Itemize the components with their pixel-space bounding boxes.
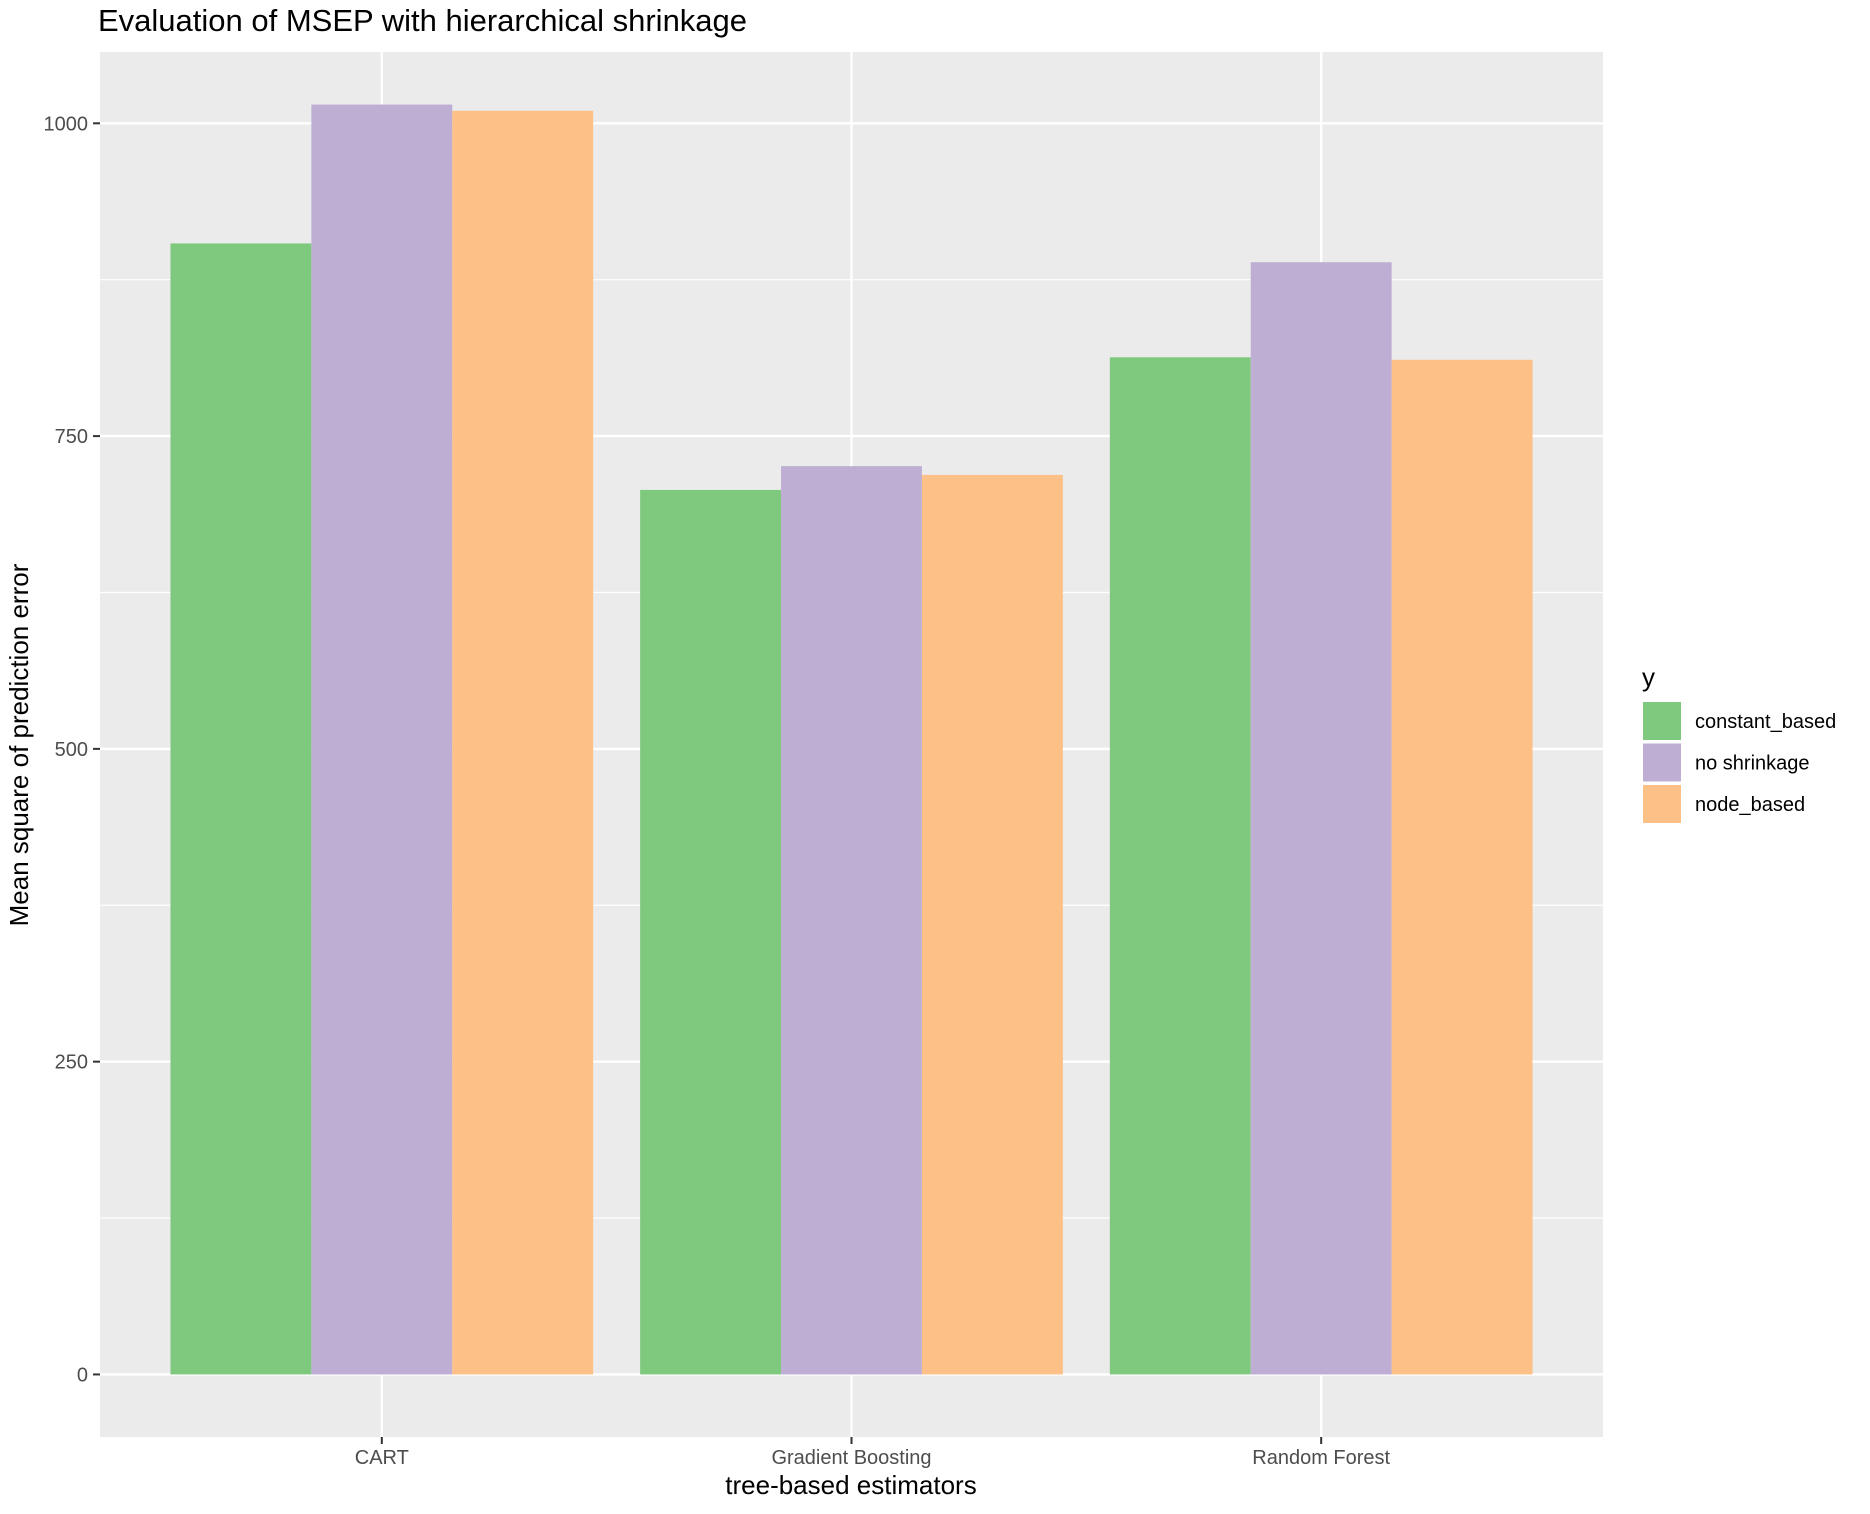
legend-label: constant_based (1695, 711, 1836, 733)
y-tick-label: 750 (55, 426, 88, 448)
x-tick-label: Gradient Boosting (771, 1447, 931, 1469)
x-tick-label: Random Forest (1252, 1447, 1390, 1469)
x-axis: CART Gradient Boosting Random Forest (355, 1437, 1391, 1469)
bar-constant-based-cart (170, 243, 312, 1375)
y-tick-label: 1000 (44, 113, 89, 135)
y-tick-label: 250 (55, 1052, 88, 1074)
bars (170, 104, 1533, 1375)
bar-node-based-cart (452, 110, 594, 1375)
bar-no-shrinkage-random-forest (1250, 262, 1392, 1375)
legend-key (1643, 743, 1681, 782)
chart-title: Evaluation of MSEP with hierarchical shr… (98, 3, 747, 38)
y-tick-label: 500 (55, 739, 88, 761)
y-axis: 0 250 500 750 1000 (44, 113, 100, 1386)
x-axis-title: tree-based estimators (725, 1470, 976, 1500)
legend-label: node_based (1695, 794, 1805, 816)
bar-no-shrinkage-gradient-boosting (781, 466, 922, 1375)
legend-title: y (1642, 662, 1655, 692)
bar-no-shrinkage-cart (311, 104, 453, 1375)
legend-label: no shrinkage (1695, 753, 1810, 775)
legend-key (1643, 785, 1681, 823)
bar-node-based-random-forest (1391, 359, 1533, 1375)
bar-constant-based-random-forest (1109, 357, 1251, 1375)
y-tick-label: 0 (77, 1364, 88, 1386)
x-tick-label: CART (355, 1447, 409, 1469)
bar-constant-based-gradient-boosting (640, 489, 782, 1375)
legend-key (1643, 702, 1681, 740)
bar-node-based-gradient-boosting (921, 474, 1063, 1375)
y-axis-title: Mean square of prediction error (4, 563, 34, 926)
